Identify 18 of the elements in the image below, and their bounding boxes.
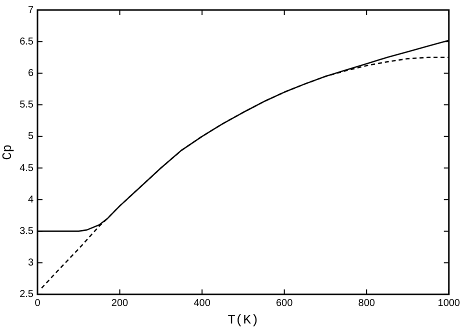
y-tick-label: 3: [28, 258, 34, 269]
y-tick-label: 5.5: [20, 100, 34, 111]
y-tick-label: 4: [28, 194, 34, 206]
x-tick-label: 0: [34, 298, 41, 310]
x-axis-title: T(K): [228, 312, 259, 328]
y-tick-label: 7: [28, 4, 34, 16]
y-axis-title: Cp: [0, 144, 16, 160]
x-tick-label: 600: [276, 298, 294, 310]
y-tick-label: 6.5: [20, 36, 34, 48]
y-tick-label: 2.5: [20, 289, 34, 300]
y-tick-label: 5: [28, 131, 34, 142]
y-tick-label: 6: [28, 68, 34, 79]
x-tick-label: 200: [111, 298, 129, 310]
y-tick-label: 4.5: [20, 162, 34, 174]
y-tick-label: 3.5: [20, 226, 34, 237]
x-tick-label: 800: [358, 298, 376, 310]
x-tick-label: 1000: [438, 298, 460, 310]
x-tick-label: 400: [194, 298, 211, 310]
